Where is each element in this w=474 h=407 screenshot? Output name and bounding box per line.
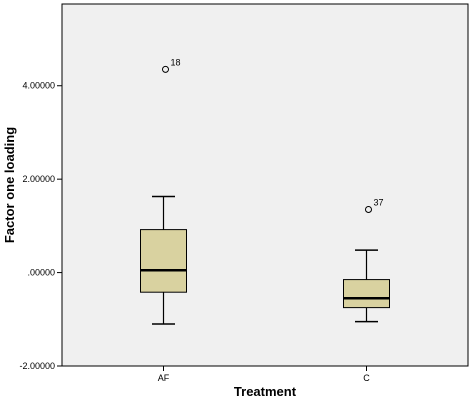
box-iqr — [343, 279, 390, 309]
y-tick-label: .00000 — [27, 268, 55, 278]
x-axis-title: Treatment — [234, 384, 297, 399]
x-tick-label: C — [363, 373, 370, 383]
outlier-point — [365, 206, 372, 214]
outlier-label: 18 — [171, 57, 181, 67]
x-axis: AF C — [158, 366, 370, 383]
x-tick-label: AF — [158, 373, 170, 383]
outlier-label: 37 — [374, 198, 384, 208]
outlier-point — [162, 65, 169, 73]
plot-area — [61, 3, 469, 367]
y-axis: -2.00000 .00000 2.00000 4.00000 — [19, 81, 62, 371]
y-axis-title: Factor one loading — [2, 127, 17, 243]
y-tick-label: -2.00000 — [19, 361, 55, 371]
y-tick-label: 2.00000 — [22, 174, 55, 184]
box-iqr — [140, 229, 187, 293]
y-tick-label: 4.00000 — [22, 81, 55, 91]
